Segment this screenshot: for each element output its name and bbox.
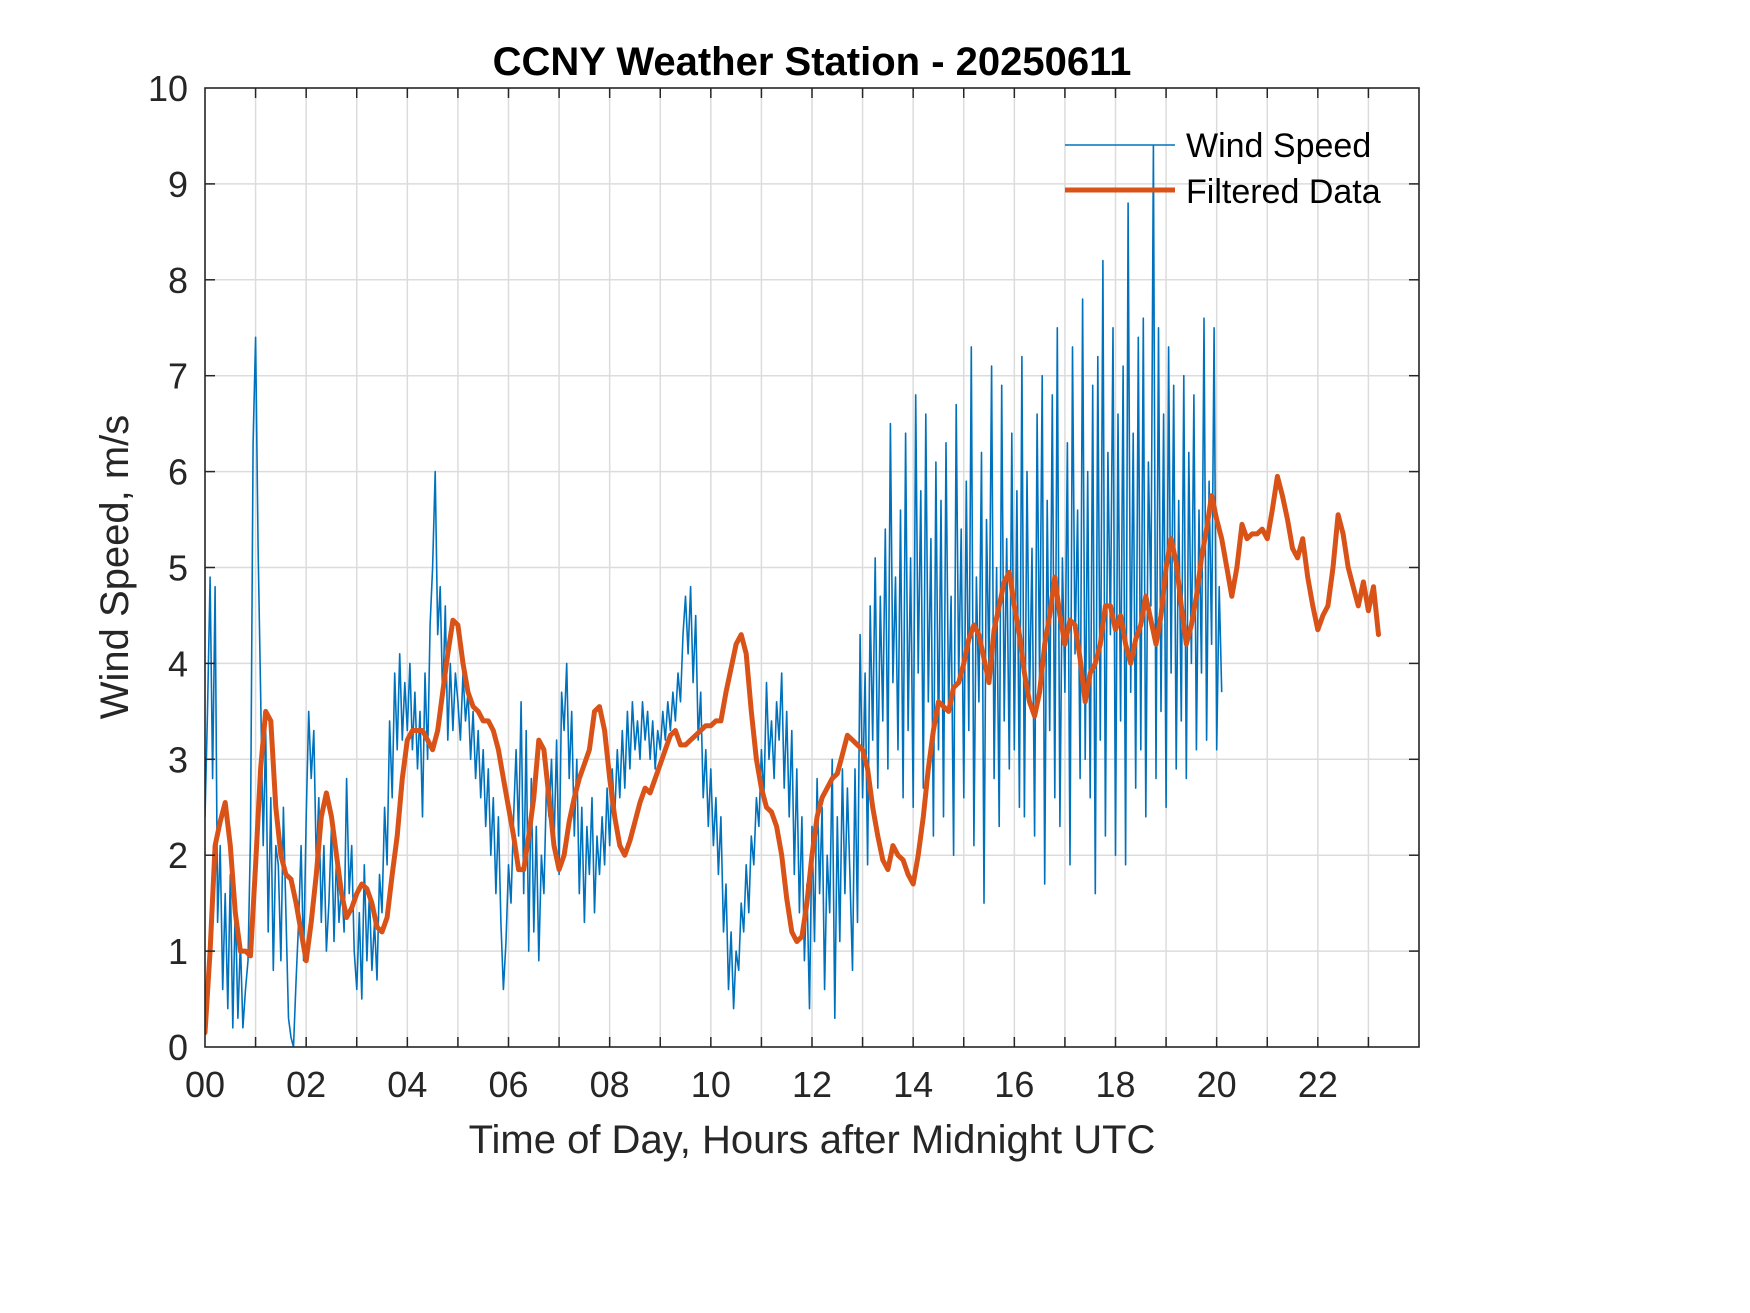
tick-marks	[205, 88, 1419, 1047]
y-tick-label: 0	[168, 1027, 188, 1068]
legend-wind-speed-label: Wind Speed	[1186, 127, 1371, 165]
x-tick-label: 02	[286, 1064, 326, 1105]
x-tick-label: 06	[488, 1064, 528, 1105]
y-tick-label: 10	[148, 68, 188, 109]
chart-title: CCNY Weather Station - 20250611	[493, 40, 1132, 84]
y-tick-label: 5	[168, 548, 188, 589]
y-tick-label: 4	[168, 643, 188, 684]
x-tick-label: 20	[1197, 1064, 1237, 1105]
x-tick-label: 00	[185, 1064, 225, 1105]
x-tick-label: 18	[1095, 1064, 1135, 1105]
x-tick-label: 04	[387, 1064, 427, 1105]
x-tick-label: 12	[792, 1064, 832, 1105]
y-tick-labels: 0 1 2 3 4 5 6 7 8 9 10	[148, 68, 188, 1068]
x-tick-label: 08	[590, 1064, 630, 1105]
filtered-data-series-line	[205, 473, 1381, 1036]
y-tick-label: 7	[168, 356, 188, 397]
y-tick-label: 9	[168, 164, 188, 205]
x-axis-label: Time of Day, Hours after Midnight UTC	[469, 1118, 1156, 1162]
x-tick-label: 10	[691, 1064, 731, 1105]
y-tick-label: 6	[168, 452, 188, 493]
y-tick-label: 8	[168, 260, 188, 301]
legend-filtered-data-label: Filtered Data	[1186, 173, 1381, 211]
x-tick-label: 14	[893, 1064, 933, 1105]
x-tick-labels: 00 02 04 06 08 10 12 14 16 18 20 22	[185, 1064, 1338, 1105]
legend: Wind Speed Filtered Data	[1065, 127, 1381, 211]
x-tick-label: 16	[994, 1064, 1034, 1105]
y-tick-label: 3	[168, 739, 188, 780]
y-tick-label: 1	[168, 931, 188, 972]
x-tick-label: 22	[1298, 1064, 1338, 1105]
y-axis-label: Wind Speed, m/s	[93, 415, 137, 720]
y-tick-label: 2	[168, 835, 188, 876]
